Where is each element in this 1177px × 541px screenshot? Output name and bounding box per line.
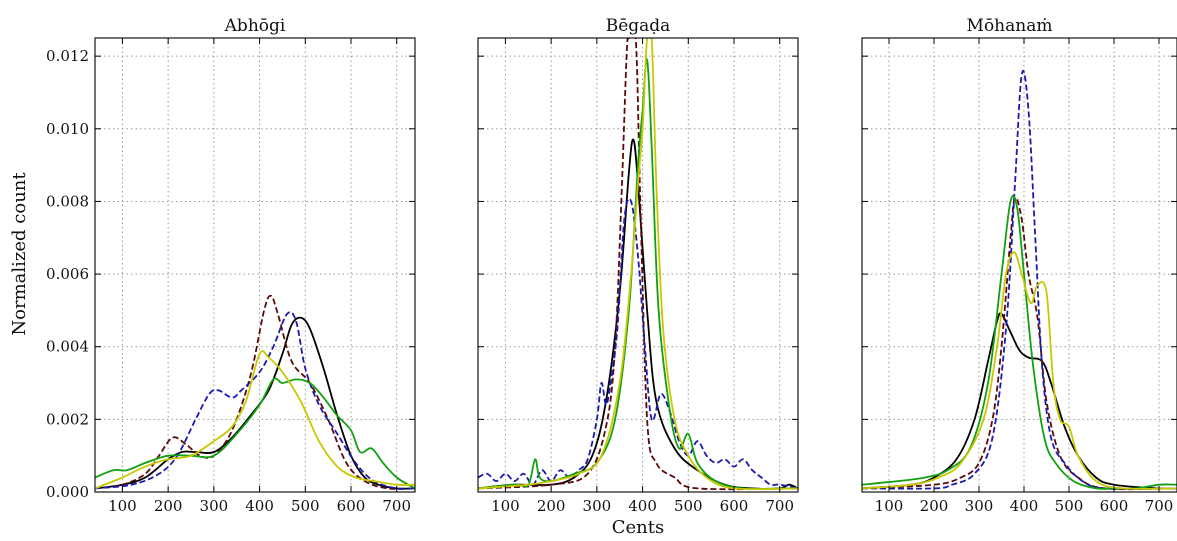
x-tick-label: 400 <box>1010 497 1039 515</box>
panel-2: 100 200 300 400 500 600 700 Bēgaḍa <box>477 16 799 515</box>
series-line-4 <box>95 377 415 490</box>
series-group <box>862 70 1177 491</box>
x-tick-label: 400 <box>245 497 274 515</box>
x-tick-label: 400 <box>628 497 657 515</box>
panel-3: 100 200 300 400 500 600 700 Mōhanaṁ <box>861 16 1177 515</box>
x-tick-label: 200 <box>920 497 949 515</box>
y-axis-label: Normalized count <box>9 172 30 336</box>
x-tick-label: 500 <box>674 497 703 515</box>
x-tick-label: 600 <box>337 497 366 515</box>
series-line-3 <box>478 197 798 490</box>
x-tick-label: 200 <box>537 497 566 515</box>
y-tick-label: 0.002 <box>46 410 89 428</box>
y-tick-label: 0.012 <box>46 47 89 65</box>
series-line-5 <box>862 251 1177 490</box>
x-tick-label: 500 <box>1055 497 1084 515</box>
x-tick-label: 100 <box>875 497 904 515</box>
y-tick-label: 0.008 <box>46 192 89 210</box>
series-group <box>95 294 415 490</box>
x-tick-label: 700 <box>765 497 794 515</box>
series-line-1 <box>862 312 1177 490</box>
series-line-2 <box>478 38 798 491</box>
y-tick-label: 0.006 <box>46 265 89 283</box>
series-line-4 <box>478 58 798 490</box>
series-line-5 <box>478 38 798 491</box>
series-line-2 <box>862 196 1177 491</box>
panel-1: 100 200 300 400 500 600 700 0.000 0.002 0.004 0.00… <box>46 16 416 515</box>
x-tick-label: 700 <box>382 497 411 515</box>
x-tick-label: 300 <box>200 497 229 515</box>
y-tick-label: 0.000 <box>46 483 89 501</box>
x-axis-label: Cents <box>612 517 665 538</box>
x-tick-label: 700 <box>1145 497 1174 515</box>
plot-frame <box>477 37 799 493</box>
series-line-4 <box>862 194 1177 490</box>
x-tick-label: 100 <box>491 497 520 515</box>
x-tick-label: 600 <box>1100 497 1129 515</box>
x-tick-label: 200 <box>154 497 183 515</box>
series-line-5 <box>95 350 415 490</box>
series-line-3 <box>862 70 1177 490</box>
panel-title: Bēgaḍa <box>606 16 671 36</box>
x-tick-label: 600 <box>720 497 749 515</box>
x-tick-label: 500 <box>291 497 320 515</box>
panel-title: Mōhanaṁ <box>967 16 1053 36</box>
panel-title: Abhōgi <box>224 16 286 36</box>
x-tick-label: 100 <box>108 497 137 515</box>
series-line-3 <box>95 311 415 490</box>
y-tick-label: 0.010 <box>46 120 89 138</box>
y-tick-label: 0.004 <box>46 338 89 356</box>
plot-frame <box>94 37 416 493</box>
series-line-1 <box>95 316 415 490</box>
x-tick-label: 300 <box>583 497 612 515</box>
series-group <box>478 38 798 491</box>
x-tick-label: 300 <box>965 497 994 515</box>
plot-frame <box>861 37 1177 493</box>
series-line-2 <box>95 294 415 490</box>
